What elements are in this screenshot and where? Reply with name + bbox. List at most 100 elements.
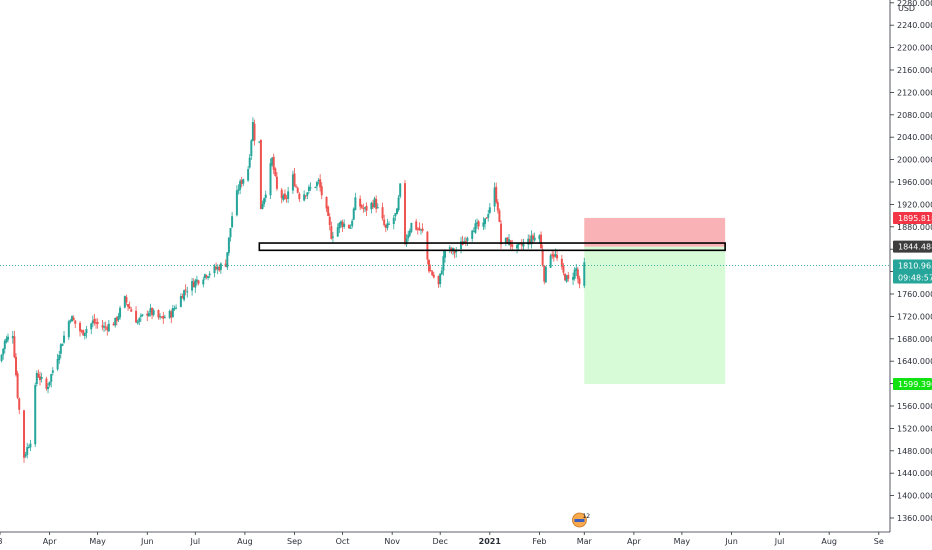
candle-up <box>191 277 194 296</box>
candle-down <box>285 194 288 203</box>
x-tick-label: Jun <box>140 537 154 546</box>
candle-up <box>397 194 400 212</box>
candle-up <box>315 180 318 191</box>
y-tick-label: 1920.000 <box>897 200 932 209</box>
price-badge[interactable]: 1810.965 09:48:57 <box>893 259 932 284</box>
candle-up <box>488 203 491 215</box>
risk-zone[interactable] <box>584 217 726 247</box>
x-tick-label: May <box>674 537 691 546</box>
candle-down <box>485 217 488 219</box>
price-badge[interactable]: 1844.488 <box>893 240 932 253</box>
candle-down <box>101 319 104 331</box>
candle-up <box>338 222 341 233</box>
price-badge[interactable]: 1599.390 <box>893 377 932 390</box>
countdown-label: 09:48:57 <box>898 273 932 282</box>
candle-up <box>410 222 413 233</box>
candle-up <box>91 315 94 328</box>
candle-up <box>317 178 320 185</box>
price-badge[interactable]: 1895.818 <box>893 211 932 224</box>
candle-up <box>58 351 61 365</box>
position-boxes[interactable] <box>584 217 726 384</box>
candle-up <box>309 182 312 191</box>
candle-down <box>360 204 363 209</box>
candle-up <box>399 183 402 199</box>
candle-down <box>520 239 523 250</box>
candle-up <box>471 229 474 242</box>
candle-up <box>207 275 210 281</box>
candle-up <box>216 264 219 275</box>
candle-down <box>431 269 434 276</box>
candle-up <box>444 249 446 263</box>
candle-down <box>96 318 99 329</box>
candle-down <box>362 203 365 213</box>
candle-up <box>264 190 267 202</box>
y-tick-label: 1960.000 <box>897 178 932 187</box>
candle-up <box>51 367 54 376</box>
candle-down <box>371 200 374 210</box>
candle-down <box>298 192 301 202</box>
overlays[interactable]: 12 <box>0 242 890 528</box>
y-tick-label: 1880.000 <box>897 223 932 232</box>
candle-down <box>181 293 184 299</box>
candle-up <box>235 185 238 217</box>
candle-up <box>517 243 520 250</box>
y-tick-label: 1680.000 <box>897 335 932 344</box>
candle-up <box>229 227 232 242</box>
candle-down <box>325 196 328 213</box>
candle-up <box>123 295 126 309</box>
candle-up <box>263 197 266 207</box>
candle-down <box>39 371 42 386</box>
candle-down <box>383 214 386 227</box>
candle-down <box>72 315 75 321</box>
candle-up <box>271 157 274 167</box>
candle-up <box>352 207 355 221</box>
x-tick-label: Apr <box>43 537 58 546</box>
candle-down <box>328 213 331 231</box>
candle-up <box>213 264 216 278</box>
candle-up <box>408 228 411 238</box>
candle-down <box>496 199 499 214</box>
reward-zone[interactable] <box>584 246 726 384</box>
resistance-zone[interactable] <box>258 242 726 252</box>
candle-down <box>130 307 133 312</box>
candle-down <box>106 324 109 336</box>
x-tick-label: Dec <box>432 537 447 546</box>
candle-down <box>253 119 256 146</box>
x-tick-label: Se <box>874 537 884 546</box>
candle-up <box>544 266 547 284</box>
candle-up <box>117 312 120 322</box>
candle-up <box>152 308 155 317</box>
y-tick-label: 2280.000 <box>897 0 932 8</box>
candle-up <box>171 304 174 318</box>
candle-down <box>80 329 83 334</box>
candle-down <box>495 182 498 204</box>
candle-up <box>351 218 354 229</box>
candle-up <box>466 236 469 246</box>
candle-up <box>287 186 290 204</box>
candle-up <box>282 193 285 202</box>
event-marker-icon[interactable]: 12 <box>572 512 590 528</box>
candle-down <box>562 263 565 276</box>
candle-down <box>464 236 467 246</box>
candle-down <box>37 369 40 379</box>
candle-up <box>392 215 395 230</box>
candle-up <box>370 201 373 214</box>
x-tick-label: 2021 <box>479 537 502 546</box>
candle-up <box>516 242 519 254</box>
candle-up <box>269 158 272 200</box>
candle-down <box>327 205 330 217</box>
candle-up <box>219 262 222 274</box>
candle-up <box>354 192 357 211</box>
candle-down <box>432 271 435 279</box>
candle-down <box>18 397 21 415</box>
candle-down <box>320 182 323 200</box>
candle-up <box>343 219 346 229</box>
candle-down <box>93 314 96 326</box>
candle-up <box>2 348 5 360</box>
candle-down <box>296 186 299 194</box>
candle-up <box>231 211 234 228</box>
candle-up <box>69 319 72 324</box>
